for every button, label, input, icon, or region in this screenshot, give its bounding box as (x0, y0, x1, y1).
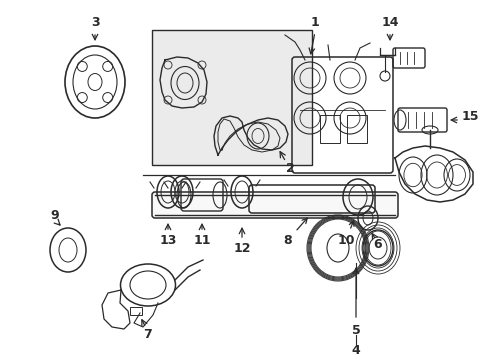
Bar (319, 115, 339, 143)
Text: 15: 15 (461, 109, 479, 122)
Text: 2: 2 (285, 162, 294, 175)
Text: 6: 6 (373, 238, 382, 251)
Text: 14: 14 (381, 15, 398, 28)
Text: 3: 3 (90, 15, 99, 28)
Text: 9: 9 (51, 208, 59, 221)
Text: 12: 12 (233, 242, 250, 255)
Text: 10: 10 (337, 221, 354, 247)
Text: 11: 11 (193, 234, 210, 247)
Text: 1: 1 (310, 15, 319, 28)
Text: 4: 4 (351, 343, 360, 356)
FancyBboxPatch shape (152, 192, 397, 218)
Bar (346, 115, 366, 143)
Bar (130, 307, 142, 315)
Text: 13: 13 (159, 234, 176, 247)
Bar (152, 30, 311, 165)
Text: 7: 7 (143, 328, 152, 342)
Text: 5: 5 (351, 324, 360, 337)
Text: 8: 8 (283, 218, 306, 247)
